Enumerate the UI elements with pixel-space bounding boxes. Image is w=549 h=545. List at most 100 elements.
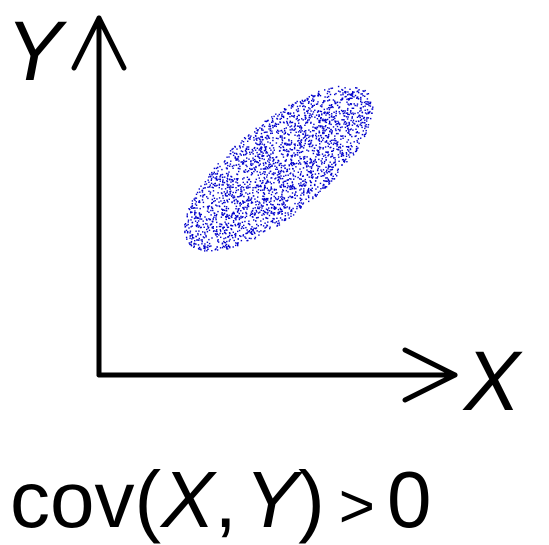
scatter-point xyxy=(296,135,299,137)
scatter-point xyxy=(251,173,254,175)
scatter-point xyxy=(310,159,313,161)
scatter-point xyxy=(205,236,207,238)
scatter-point xyxy=(277,115,279,117)
caption-comma: , xyxy=(215,455,237,544)
scatter-point xyxy=(312,176,314,178)
scatter-point xyxy=(207,225,209,227)
scatter-point xyxy=(366,113,368,115)
scatter-point xyxy=(299,205,302,207)
scatter-point xyxy=(216,236,218,238)
scatter-point xyxy=(223,231,226,234)
scatter-point xyxy=(291,185,294,187)
scatter-point xyxy=(348,93,350,95)
scatter-point xyxy=(360,100,362,103)
scatter-point xyxy=(258,231,260,233)
scatter-point xyxy=(287,196,290,199)
scatter-point xyxy=(286,182,289,185)
scatter-point xyxy=(237,209,240,211)
scatter-point xyxy=(325,177,327,179)
scatter-point xyxy=(229,188,231,190)
scatter-point xyxy=(277,196,280,198)
scatter-point xyxy=(232,183,234,186)
scatter-point xyxy=(223,240,225,243)
scatter-point xyxy=(306,169,308,171)
scatter-point xyxy=(277,220,280,222)
scatter-point xyxy=(273,188,276,190)
scatter-point xyxy=(327,90,329,93)
scatter-point xyxy=(300,171,302,173)
scatter-point xyxy=(274,208,276,210)
scatter-point xyxy=(300,173,302,175)
scatter-point xyxy=(262,155,265,157)
scatter-point xyxy=(312,163,314,165)
scatter-point xyxy=(207,206,209,209)
scatter-point xyxy=(231,213,233,215)
scatter-point xyxy=(279,121,281,123)
scatter-point xyxy=(239,168,241,170)
scatter-point xyxy=(288,150,290,153)
scatter-point xyxy=(299,207,302,209)
scatter-point xyxy=(309,135,311,137)
scatter-point xyxy=(251,168,253,170)
scatter-point xyxy=(226,248,228,250)
scatter-point xyxy=(275,162,277,164)
scatter-point xyxy=(340,109,343,112)
scatter-point xyxy=(360,119,362,122)
scatter-point xyxy=(280,147,282,149)
scatter-point xyxy=(291,154,294,156)
scatter-point xyxy=(363,117,365,119)
scatter-point xyxy=(357,126,359,128)
scatter-point xyxy=(227,178,229,180)
scatter-point xyxy=(284,109,286,111)
scatter-point xyxy=(203,245,205,247)
scatter-point xyxy=(330,155,333,158)
scatter-point xyxy=(202,220,204,222)
scatter-point xyxy=(311,161,313,164)
scatter-point xyxy=(318,158,320,161)
scatter-point xyxy=(187,221,189,223)
scatter-point xyxy=(216,179,218,181)
scatter-point xyxy=(252,163,254,165)
scatter-point xyxy=(339,150,341,152)
scatter-point xyxy=(301,192,303,194)
scatter-point xyxy=(292,207,294,210)
scatter-point xyxy=(211,207,213,209)
scatter-point xyxy=(280,178,282,180)
scatter-point xyxy=(245,147,248,150)
scatter-point xyxy=(330,180,333,182)
scatter-point xyxy=(214,200,216,202)
scatter-point xyxy=(348,154,350,156)
scatter-point xyxy=(326,136,329,139)
scatter-point xyxy=(302,137,305,139)
scatter-point xyxy=(205,246,207,248)
scatter-point xyxy=(194,199,196,201)
scatter-point xyxy=(258,207,260,210)
scatter-point xyxy=(256,143,258,145)
scatter-point xyxy=(312,113,314,115)
scatter-point xyxy=(231,201,233,203)
scatter-point xyxy=(199,207,201,210)
scatter-point xyxy=(311,173,314,176)
scatter-point xyxy=(239,145,241,148)
scatter-point xyxy=(318,137,320,140)
scatter-point xyxy=(221,212,223,214)
scatter-point xyxy=(356,87,358,89)
scatter-point xyxy=(308,145,311,147)
scatter-point xyxy=(259,163,261,165)
scatter-point xyxy=(198,212,201,214)
scatter-point xyxy=(336,123,338,125)
scatter-point xyxy=(334,120,336,122)
scatter-point xyxy=(361,121,363,124)
scatter-point xyxy=(263,144,265,146)
scatter-point xyxy=(325,141,328,143)
scatter-point xyxy=(284,204,286,206)
scatter-point xyxy=(232,167,234,169)
scatter-point xyxy=(226,180,229,183)
scatter-point xyxy=(360,99,362,101)
scatter-point xyxy=(252,150,254,152)
scatter-point xyxy=(298,119,300,121)
scatter-point xyxy=(237,230,239,233)
scatter-point xyxy=(311,174,313,177)
scatter-point xyxy=(330,146,332,149)
scatter-point xyxy=(264,147,267,149)
